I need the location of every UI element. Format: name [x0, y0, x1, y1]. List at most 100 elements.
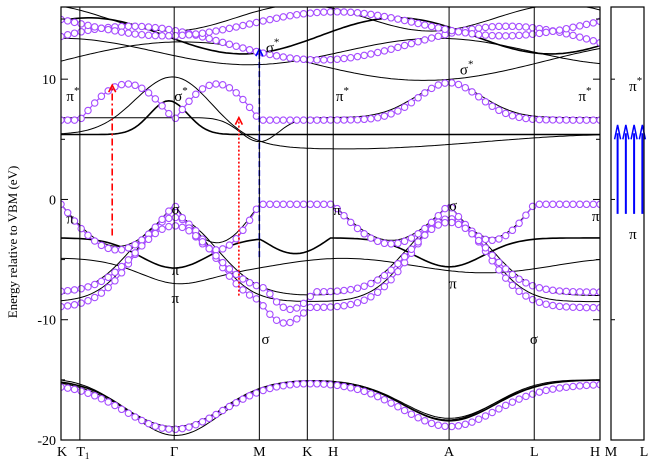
- band-marker: [508, 398, 517, 406]
- x-tick-label: K: [57, 445, 67, 460]
- band-marker: [117, 80, 126, 89]
- band-marker: [569, 23, 577, 32]
- band-marker: [434, 24, 443, 32]
- band-marker: [61, 200, 65, 209]
- band-marker: [481, 31, 490, 39]
- band-marker: [501, 32, 510, 40]
- band-marker: [373, 113, 382, 122]
- band-line: [61, 237, 600, 269]
- band-marker: [259, 283, 267, 292]
- band-marker: [515, 219, 523, 228]
- band-marker: [104, 273, 112, 282]
- band-marker: [138, 416, 146, 425]
- band-marker: [239, 44, 247, 52]
- band-marker: [131, 30, 139, 38]
- band-marker: [474, 93, 483, 101]
- band-marker: [474, 415, 483, 423]
- band-marker: [535, 115, 544, 124]
- band-marker: [286, 54, 294, 62]
- band-marker: [427, 225, 436, 234]
- band-marker: [192, 231, 200, 240]
- band-marker: [178, 223, 187, 232]
- band-marker: [70, 385, 79, 394]
- band-marker: [346, 8, 355, 17]
- band-marker: [353, 52, 362, 61]
- band-marker: [360, 115, 368, 124]
- y-tick-label: 10: [42, 73, 56, 88]
- x-tick-label: L: [530, 445, 539, 460]
- band-marker: [198, 29, 207, 37]
- band-marker: [111, 27, 119, 35]
- band-marker: [346, 300, 355, 309]
- band-marker: [205, 34, 213, 43]
- orbital-label: σ: [530, 332, 538, 348]
- band-marker: [373, 276, 382, 284]
- band-marker: [427, 84, 436, 93]
- band-marker: [299, 380, 308, 388]
- band-marker: [569, 287, 577, 296]
- band-marker: [468, 88, 476, 96]
- band-marker: [569, 382, 577, 391]
- band-marker: [535, 284, 544, 292]
- band-marker: [488, 408, 496, 417]
- band-marker: [279, 53, 288, 61]
- band-marker: [63, 286, 72, 295]
- band-marker: [582, 303, 591, 312]
- band-marker: [151, 223, 160, 231]
- band-marker: [421, 231, 429, 239]
- band-marker: [239, 275, 247, 283]
- band-marker: [151, 229, 160, 238]
- band-marker: [97, 24, 106, 33]
- band-marker: [387, 240, 395, 248]
- x-tick-label: H: [328, 445, 338, 460]
- band-marker: [272, 200, 281, 209]
- band-marker: [84, 296, 92, 305]
- band-marker: [474, 236, 483, 245]
- band-marker: [97, 394, 106, 403]
- band-marker: [185, 31, 193, 39]
- band-marker: [562, 116, 571, 124]
- band-marker: [313, 288, 321, 296]
- inset-plot-frame: [610, 6, 645, 441]
- band-marker: [124, 244, 133, 252]
- band-marker: [320, 56, 328, 64]
- band-marker: [535, 298, 544, 307]
- band-marker: [340, 211, 348, 220]
- band-marker: [542, 200, 550, 209]
- band-marker: [70, 301, 79, 309]
- band-marker: [225, 84, 234, 92]
- band-marker: [515, 22, 523, 31]
- band-marker: [245, 103, 254, 112]
- band-marker: [225, 40, 234, 49]
- band-marker: [104, 283, 112, 292]
- band-marker: [279, 116, 288, 124]
- band-marker: [387, 45, 395, 53]
- band-marker: [421, 224, 429, 233]
- inset-band-marker: [630, 212, 636, 218]
- band-marker: [144, 31, 153, 40]
- band-marker: [394, 15, 402, 23]
- band-marker: [165, 207, 173, 215]
- band-marker: [144, 23, 153, 31]
- band-marker: [171, 222, 180, 230]
- inset-band-line: [611, 304, 644, 307]
- band-marker: [259, 302, 267, 310]
- inset-band-line: [611, 207, 644, 210]
- band-marker: [562, 287, 571, 296]
- band-marker: [286, 305, 294, 314]
- band-marker: [353, 284, 362, 292]
- band-marker: [407, 98, 416, 107]
- band-marker: [555, 26, 564, 34]
- band-marker: [299, 116, 308, 124]
- orbital-label: σ*: [460, 58, 474, 78]
- band-marker: [245, 291, 254, 299]
- inset-arrow-head: [630, 124, 638, 140]
- band-marker: [380, 395, 389, 404]
- band-marker: [495, 106, 503, 115]
- band-marker: [218, 81, 227, 89]
- orbital-label: π: [333, 203, 341, 219]
- band-marker: [77, 387, 85, 395]
- band-marker: [367, 114, 375, 123]
- band-marker: [299, 10, 308, 18]
- orbital-label: σ: [262, 332, 270, 348]
